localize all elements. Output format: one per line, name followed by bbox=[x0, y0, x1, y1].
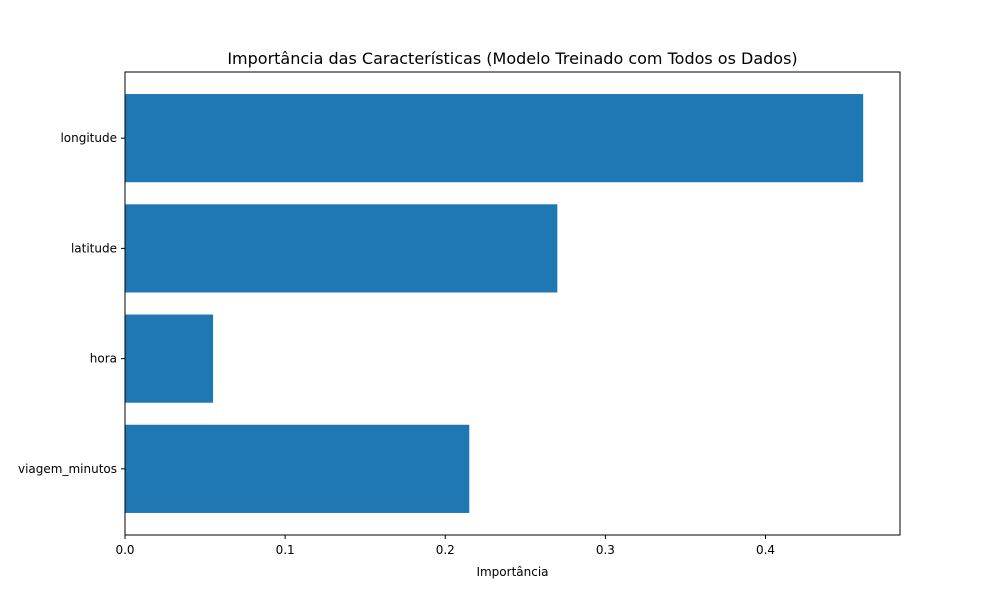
x-tick-label: 0.3 bbox=[596, 543, 615, 557]
bar-latitude bbox=[125, 204, 558, 293]
bars-layer bbox=[125, 94, 864, 513]
y-tick-label-hora: hora bbox=[90, 352, 117, 366]
y-tick-label-longitude: longitude bbox=[60, 131, 117, 145]
bar-hora bbox=[125, 314, 214, 403]
y-tick-label-viagem_minutos: viagem_minutos bbox=[18, 462, 117, 476]
x-tick-label: 0.1 bbox=[276, 543, 295, 557]
y-tick-label-latitude: latitude bbox=[71, 241, 117, 255]
x-axis-label: Importância bbox=[476, 565, 548, 579]
x-axis: 0.0 0.1 0.2 0.3 0.4 bbox=[115, 535, 775, 557]
x-tick-label: 0.0 bbox=[115, 543, 134, 557]
x-tick-label: 0.2 bbox=[436, 543, 455, 557]
plot-frame bbox=[124, 71, 901, 536]
y-axis: viagem_minutos hora latitude longitude bbox=[18, 131, 125, 476]
x-tick-label: 0.4 bbox=[756, 543, 775, 557]
chart-title: Importância das Características (Modelo … bbox=[227, 49, 797, 68]
bar-viagem_minutos bbox=[125, 424, 470, 513]
bar-longitude bbox=[125, 94, 864, 183]
